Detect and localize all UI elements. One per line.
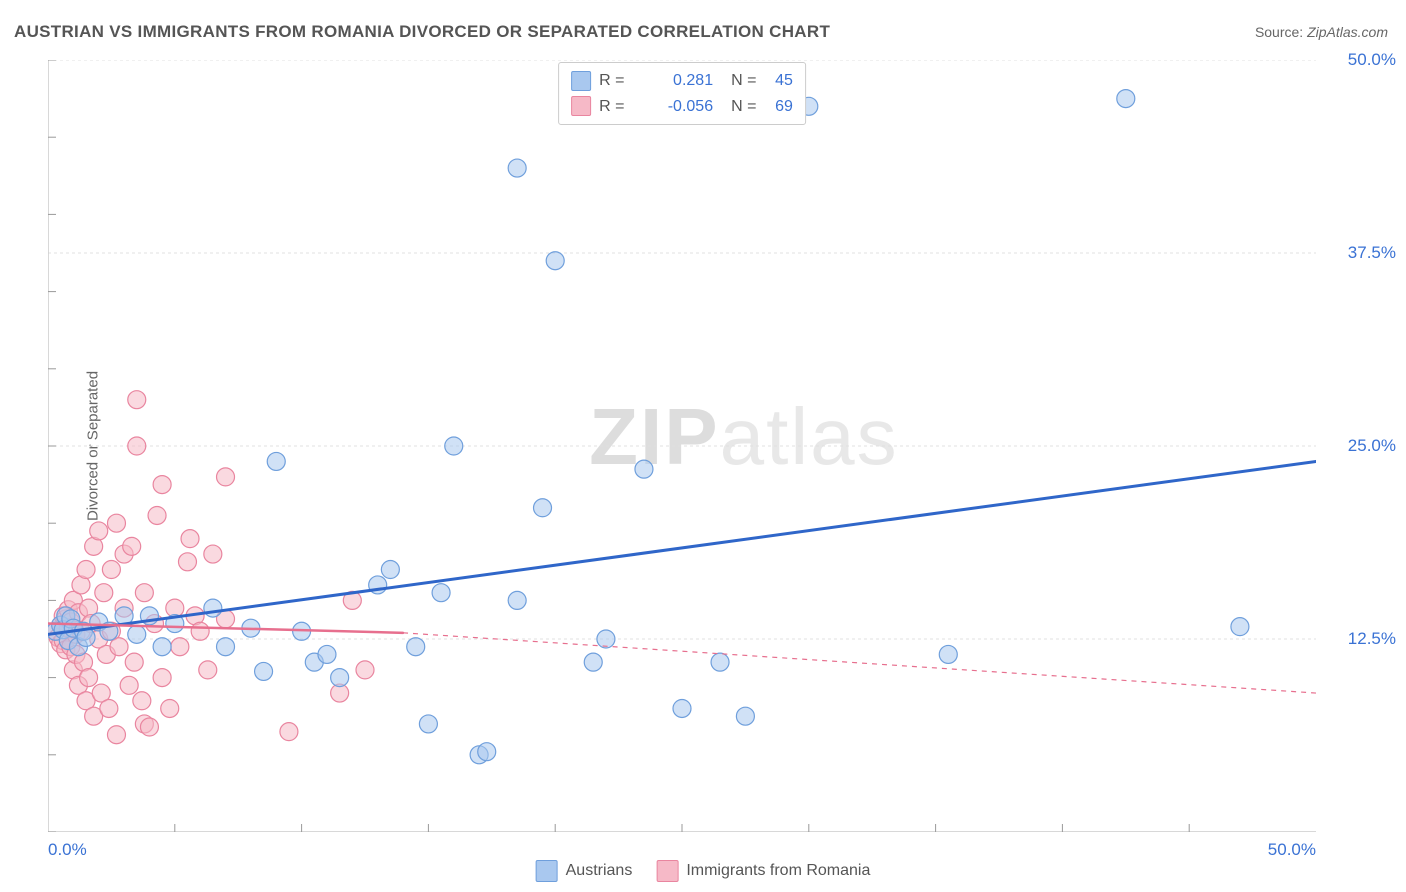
n-value-romania: 69 (775, 94, 793, 120)
r-value-austrians: 0.281 (643, 68, 713, 94)
legend-swatch-romania (656, 860, 678, 882)
chart-area: ZIPatlas R = 0.281 N = 45 R = -0.056 N =… (48, 60, 1316, 832)
y-tick-label: 12.5% (1348, 629, 1396, 649)
r-label: R = (599, 94, 635, 120)
legend-swatch-romania (571, 96, 591, 116)
y-tick-label: 25.0% (1348, 436, 1396, 456)
source-attribution: Source: ZipAtlas.com (1255, 24, 1388, 40)
y-tick-label: 37.5% (1348, 243, 1396, 263)
n-value-austrians: 45 (775, 68, 793, 94)
chart-title: AUSTRIAN VS IMMIGRANTS FROM ROMANIA DIVO… (14, 22, 830, 42)
correlation-legend: R = 0.281 N = 45 R = -0.056 N = 69 (558, 62, 806, 125)
plot-svg (48, 60, 1316, 832)
n-label: N = (731, 68, 767, 94)
source-label: Source: (1255, 24, 1307, 40)
x-tick-label: 0.0% (48, 840, 87, 860)
legend-item-romania: Immigrants from Romania (656, 860, 870, 882)
x-tick-label: 50.0% (1268, 840, 1316, 860)
legend-swatch-austrians (536, 860, 558, 882)
n-label: N = (731, 94, 767, 120)
source-value: ZipAtlas.com (1307, 24, 1388, 40)
y-tick-label: 50.0% (1348, 50, 1396, 70)
legend-label-austrians: Austrians (566, 862, 633, 880)
series-legend: Austrians Immigrants from Romania (536, 860, 871, 882)
r-value-romania: -0.056 (643, 94, 713, 120)
legend-swatch-austrians (571, 71, 591, 91)
legend-row-austrians: R = 0.281 N = 45 (571, 68, 793, 94)
r-label: R = (599, 68, 635, 94)
legend-item-austrians: Austrians (536, 860, 633, 882)
legend-row-romania: R = -0.056 N = 69 (571, 94, 793, 120)
legend-label-romania: Immigrants from Romania (686, 862, 870, 880)
